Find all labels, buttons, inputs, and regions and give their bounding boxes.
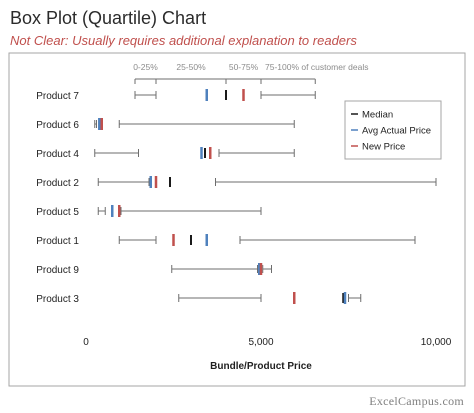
product-label: Product 5 (36, 207, 79, 218)
median-marker (190, 235, 192, 245)
quartile-bracket: 0-25% 25-50% 50-75% 75-100% of customer dea… (133, 62, 368, 84)
avg-price-marker (200, 147, 203, 159)
product-row: Product 7 (36, 89, 316, 102)
median-marker (204, 148, 206, 158)
quartile-label: 75-100% of customer deals (265, 62, 368, 72)
product-label: Product 6 (36, 120, 79, 131)
product-label: Product 9 (36, 265, 79, 276)
legend-box (344, 100, 442, 160)
x-tick-label: 0 (83, 337, 89, 348)
legend: Median Avg Actual Price New Price (344, 100, 442, 160)
product-row: Product 2 (36, 176, 437, 189)
x-tick-label: 10,000 (421, 337, 452, 348)
new-price-marker (118, 205, 121, 217)
legend-label: Avg Actual Price (362, 126, 431, 137)
x-axis: 0 5,000 10,000 Bundle/Product Price (83, 337, 452, 372)
avg-price-marker (343, 292, 347, 304)
legend-label: New Price (362, 142, 405, 153)
median-marker (169, 177, 171, 187)
avg-price-marker (258, 263, 261, 275)
quartile-label: 0-25% (133, 62, 158, 72)
product-label: Product 1 (36, 236, 79, 247)
avg-price-marker (205, 234, 208, 246)
product-row: Product 6 (36, 118, 295, 131)
median-marker (342, 293, 345, 303)
product-label: Product 3 (36, 294, 79, 305)
product-row: Product 5 (36, 205, 262, 218)
new-price-marker (154, 176, 158, 188)
new-price-marker (209, 147, 212, 159)
new-price-marker (259, 263, 263, 275)
product-row: Product 1 (36, 234, 416, 247)
chart-title: Box Plot (Quartile) Chart (10, 8, 207, 28)
x-axis-title: Bundle/Product Price (210, 361, 312, 372)
product-label: Product 4 (36, 149, 79, 160)
new-price-marker (172, 234, 175, 246)
product-label: Product 2 (36, 178, 79, 189)
quartile-label: 25-50% (176, 62, 206, 72)
product-row: Product 4 (36, 147, 295, 160)
avg-price-marker (111, 205, 114, 217)
product-row: Product 3 (36, 292, 362, 305)
new-price-marker (242, 89, 245, 101)
avg-price-marker (149, 176, 152, 188)
new-price-marker (293, 292, 296, 304)
plot-frame (8, 52, 466, 387)
avg-price-marker (205, 89, 208, 101)
median-marker (225, 90, 227, 100)
avg-price-marker (98, 118, 101, 130)
legend-label: Median (362, 110, 393, 121)
product-rows: Product 7 Product 6 Product 4 Product 2 Prod… (36, 89, 437, 305)
x-tick-label: 5,000 (248, 337, 273, 348)
new-price-marker (100, 118, 103, 130)
product-row: Product 9 (36, 263, 272, 276)
quartile-label: 50-75% (229, 62, 259, 72)
chart-subtitle: Not Clear: Usually requires additional e… (10, 33, 357, 48)
product-label: Product 7 (36, 91, 79, 102)
site-credit: ExcelCampus.com (369, 394, 464, 408)
